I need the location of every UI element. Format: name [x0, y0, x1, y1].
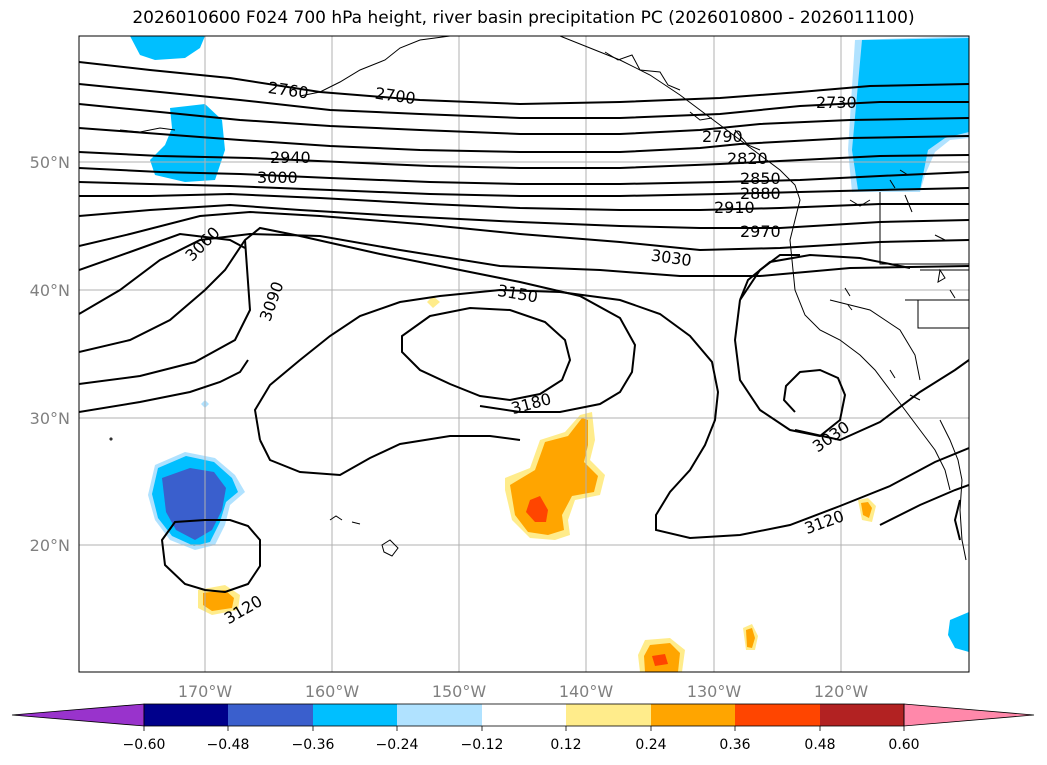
- shade-se-corner: [948, 612, 969, 652]
- map-panel: [79, 36, 969, 672]
- lon-label-170w: 170°W: [178, 682, 233, 701]
- contour-labels: 2760 2700 2730 2790 2820 2850 2880 2910 …: [181, 78, 856, 628]
- colorbar-tick-label: 0.12: [550, 737, 581, 753]
- lon-label-150w: 150°W: [432, 682, 487, 701]
- colorbar-tick-label: −0.36: [292, 737, 335, 753]
- lon-label-130w: 130°W: [687, 682, 742, 701]
- colorbar-bin-6: [566, 704, 651, 726]
- colorbar-tick-label: 0.36: [719, 737, 750, 753]
- colorbar-bin-1: [144, 704, 228, 726]
- colorbar-bin-3: [313, 704, 397, 726]
- contour-label-2940: 2940: [270, 148, 311, 167]
- shade-aleut-top: [130, 36, 205, 60]
- colorbar-tick-label: −0.12: [461, 737, 504, 753]
- contour-label-2820: 2820: [727, 149, 768, 168]
- height-contours: [79, 61, 969, 594]
- colorbar-ticks: [143, 726, 905, 731]
- map-border: [78, 35, 970, 673]
- colorbar-tick-label: 0.24: [635, 737, 666, 753]
- contour-label-2880: 2880: [740, 184, 781, 203]
- contour-label-2910: 2910: [714, 198, 755, 217]
- shade-south-r: [652, 654, 668, 666]
- lat-label-30n: 30°N: [30, 409, 70, 428]
- lon-label-160w: 160°W: [305, 682, 360, 701]
- colorbar-tick-label: −0.60: [123, 737, 166, 753]
- shade-small-b-o: [861, 502, 872, 518]
- contour-label-2730: 2730: [816, 93, 857, 112]
- contour-label-3000: 3000: [257, 168, 298, 187]
- contour-label-2790: 2790: [702, 127, 743, 146]
- colorbar-bin-9: [820, 704, 904, 726]
- colorbar: −0.60 −0.48 −0.36 −0.24 −0.12 0.12 0.24 …: [11, 703, 1035, 753]
- shade-central-red: [526, 496, 548, 522]
- shade-hi-spot-o: [203, 590, 234, 611]
- colorbar-tick-label: −0.24: [376, 737, 419, 753]
- shade-bc: [852, 38, 969, 190]
- shade-small-c: [427, 296, 440, 308]
- colorbar-tick-label: 0.60: [888, 737, 919, 753]
- colorbar-tick-label: 0.48: [804, 737, 835, 753]
- colorbar-bin-7: [651, 704, 735, 726]
- lon-label-120w: 120°W: [814, 682, 869, 701]
- shade-small-a-o: [746, 628, 755, 648]
- lon-tick-labels: 170°W 160°W 150°W 140°W 130°W 120°W: [178, 682, 869, 701]
- colorbar-tick-label: −0.48: [207, 737, 250, 753]
- colorbar-bin-2: [228, 704, 313, 726]
- lat-tick-labels: 50°N 40°N 30°N 20°N: [30, 153, 70, 555]
- lat-label-50n: 50°N: [30, 153, 70, 172]
- colorbar-bin-5: [482, 704, 566, 726]
- contour-label-2970: 2970: [740, 222, 781, 241]
- map-title: 2026010600 F024 700 hPa height, river ba…: [132, 8, 915, 28]
- colorbar-bin-4: [397, 704, 482, 726]
- colorbar-bin-8: [735, 704, 820, 726]
- lat-label-40n: 40°N: [30, 281, 70, 300]
- colorbar-arrow-high: [903, 703, 1035, 727]
- lon-label-140w: 140°W: [559, 682, 614, 701]
- colorbar-arrow-low: [11, 703, 145, 727]
- contour-label-2850: 2850: [740, 169, 781, 188]
- lat-label-20n: 20°N: [30, 536, 70, 555]
